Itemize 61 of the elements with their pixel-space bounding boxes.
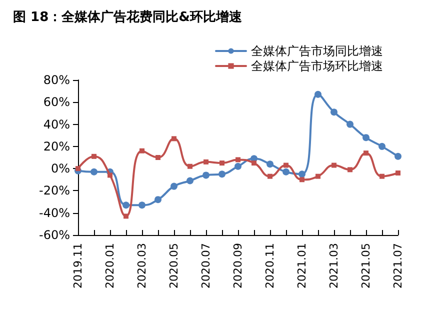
x-tick-label: 2020.05 xyxy=(168,243,180,288)
point xyxy=(346,120,354,128)
point xyxy=(362,134,370,142)
point xyxy=(172,136,176,142)
x-tick-label: 2020.11 xyxy=(264,243,276,288)
y-tick-label: 0% xyxy=(50,162,70,176)
point xyxy=(220,160,224,166)
point xyxy=(314,90,322,98)
point xyxy=(218,170,226,178)
point xyxy=(202,172,210,179)
point xyxy=(92,154,96,159)
y-tick-label: -20% xyxy=(38,184,70,198)
point xyxy=(394,152,402,160)
point xyxy=(298,170,306,178)
y-tick-label: 40% xyxy=(43,117,70,132)
x-tick-label: 2021.01 xyxy=(296,243,308,288)
point xyxy=(396,170,400,176)
point xyxy=(204,159,208,164)
point xyxy=(108,172,112,178)
point xyxy=(140,148,144,154)
point xyxy=(234,162,242,170)
point xyxy=(138,202,146,209)
legend-label: 全媒体广告市场环比增速 xyxy=(251,59,383,73)
point xyxy=(266,160,274,168)
point xyxy=(90,168,98,176)
point xyxy=(252,160,256,166)
point xyxy=(156,155,160,160)
legend-label: 全媒体广告市场同比增速 xyxy=(251,44,383,58)
x-tick-label: 2020.07 xyxy=(200,243,212,288)
y-tick-label: 20% xyxy=(43,139,70,154)
point xyxy=(330,108,338,116)
x-tick-label: 2021.07 xyxy=(392,243,404,288)
point xyxy=(380,174,384,179)
point xyxy=(122,202,130,209)
y-tick-label: 60% xyxy=(43,95,70,110)
y-tick-label: -40% xyxy=(38,206,70,220)
point xyxy=(188,164,192,169)
point xyxy=(284,162,288,168)
chart-title: 图 18：全媒体广告花费同比&环比增速 xyxy=(13,9,243,25)
x-tick-label: 2020.01 xyxy=(104,243,116,288)
point xyxy=(378,142,386,150)
point xyxy=(332,162,336,168)
point xyxy=(348,167,352,172)
y-tick-label: 80% xyxy=(43,73,70,87)
y-tick-label: -60% xyxy=(38,228,70,242)
x-tick-label: 2019.11 xyxy=(72,243,84,288)
x-tick-label: 2020.03 xyxy=(136,243,148,288)
x-tick-label: 2020.09 xyxy=(232,243,244,288)
point xyxy=(76,166,80,172)
x-tick-label: 2021.03 xyxy=(328,243,340,288)
point xyxy=(186,177,194,184)
point xyxy=(282,168,290,176)
point xyxy=(364,150,368,156)
x-tick-label: 2021.05 xyxy=(360,243,372,288)
point xyxy=(170,182,178,190)
point xyxy=(316,174,320,179)
point xyxy=(154,196,162,204)
point xyxy=(268,174,272,179)
point xyxy=(124,214,128,219)
point xyxy=(236,157,240,162)
point xyxy=(300,177,304,182)
